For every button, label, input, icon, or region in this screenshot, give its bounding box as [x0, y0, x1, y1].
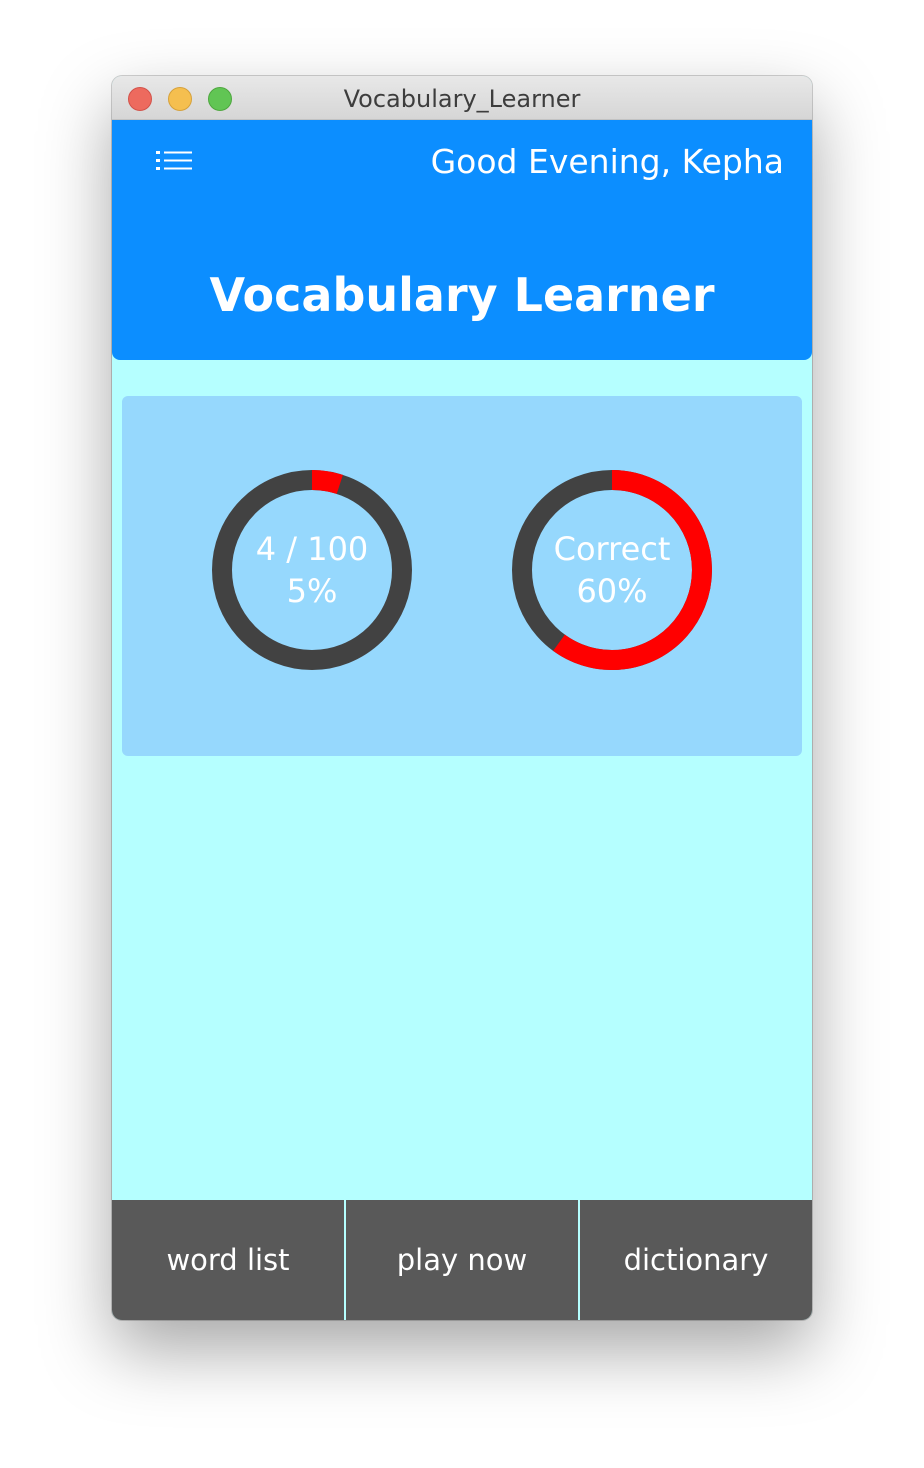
accuracy-ring-label: Correct 60% — [512, 528, 712, 612]
accuracy-label: Correct — [553, 530, 671, 568]
title-bar[interactable]: Vocabulary_Learner — [112, 76, 812, 120]
greeting-text: Good Evening, Kepha — [430, 142, 784, 181]
close-window-button[interactable] — [128, 87, 152, 111]
app-window: Vocabulary_Learner Good Evening, Kepha V… — [112, 76, 812, 1320]
window-title: Vocabulary_Learner — [343, 85, 581, 113]
accuracy-ring-graphic — [512, 470, 712, 670]
progress-count: 4 / 100 — [255, 530, 369, 568]
minimize-window-button[interactable] — [168, 87, 192, 111]
page-title: Vocabulary Learner — [209, 268, 715, 322]
accuracy-percent: 60% — [576, 572, 648, 610]
bottom-navigation: word list play now dictionary — [112, 1200, 812, 1320]
app-header: Good Evening, Kepha Vocabulary Learner — [112, 120, 812, 360]
word-list-button[interactable]: word list — [112, 1200, 344, 1320]
dictionary-button[interactable]: dictionary — [580, 1200, 812, 1320]
progress-ring-label: 4 / 100 5% — [212, 528, 412, 612]
list-menu-icon[interactable] — [154, 148, 194, 176]
stats-card: 4 / 100 5% Correct 60% — [122, 396, 802, 756]
accuracy-ring-fill — [512, 470, 712, 670]
progress-percent: 5% — [286, 572, 338, 610]
progress-ring: 4 / 100 5% — [212, 470, 412, 670]
maximize-window-button[interactable] — [208, 87, 232, 111]
play-now-button[interactable]: play now — [346, 1200, 578, 1320]
accuracy-ring: Correct 60% — [512, 470, 712, 670]
progress-ring-graphic — [212, 470, 412, 670]
progress-ring-fill — [212, 470, 412, 670]
